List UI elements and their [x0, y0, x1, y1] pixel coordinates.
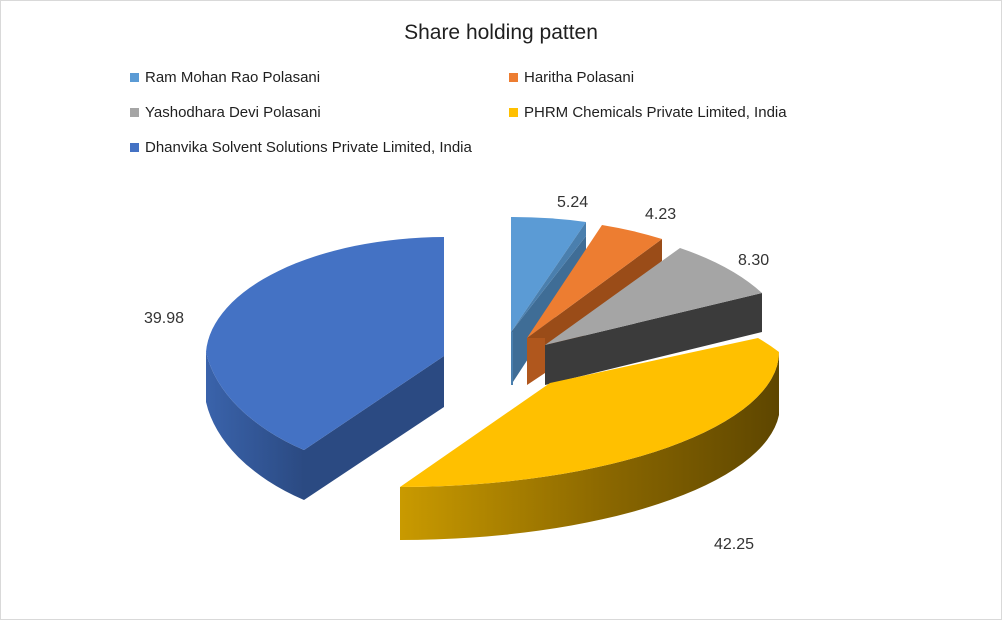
legend-label: Ram Mohan Rao Polasani: [145, 69, 321, 86]
slice-side: [206, 352, 304, 500]
slice-side: [511, 332, 513, 385]
data-label-dhanvika: 39.98: [144, 310, 184, 327]
legend-item-dhanvika: Dhanvika Solvent Solutions Private Limit…: [130, 139, 472, 156]
slice-top: [545, 248, 762, 345]
legend-label: Haritha Polasani: [524, 69, 635, 86]
data-label-phrm: 42.25: [714, 536, 754, 553]
legend-label: Yashodhara Devi Polasani: [145, 104, 321, 121]
slice-top: [400, 338, 779, 487]
legend-label: Dhanvika Solvent Solutions Private Limit…: [145, 139, 472, 156]
pie-slice-dhanvika: [206, 237, 444, 500]
slice-edge: [511, 222, 586, 332]
legend-swatch: [509, 108, 518, 117]
data-label-ram-mohan: 5.24: [557, 194, 588, 211]
pie-slice-yashodhara: [545, 248, 762, 385]
pie-slice-phrm: [400, 338, 779, 540]
legend-swatch: [130, 73, 139, 82]
slice-side: [545, 293, 762, 385]
legend-swatch: [509, 73, 518, 82]
legend-label: PHRM Chemicals Private Limited, India: [524, 104, 787, 121]
slice-side: [527, 338, 545, 385]
slice-side: [304, 356, 444, 500]
legend-item-ram-mohan: Ram Mohan Rao Polasani: [130, 69, 320, 86]
slice-top: [511, 216, 586, 332]
legend-item-haritha: Haritha Polasani: [509, 69, 634, 86]
legend-item-yashodhara: Yashodhara Devi Polasani: [130, 104, 321, 121]
slice-top: [206, 237, 444, 450]
data-label-haritha: 4.23: [645, 206, 676, 223]
legend-item-phrm: PHRM Chemicals Private Limited, India: [509, 104, 787, 121]
slice-side: [400, 352, 779, 540]
legend-swatch: [130, 143, 139, 152]
slice-top: [527, 225, 662, 338]
chart-title: Share holding patten: [404, 21, 598, 44]
data-label-yashodhara: 8.30: [738, 252, 769, 269]
legend-swatch: [130, 108, 139, 117]
